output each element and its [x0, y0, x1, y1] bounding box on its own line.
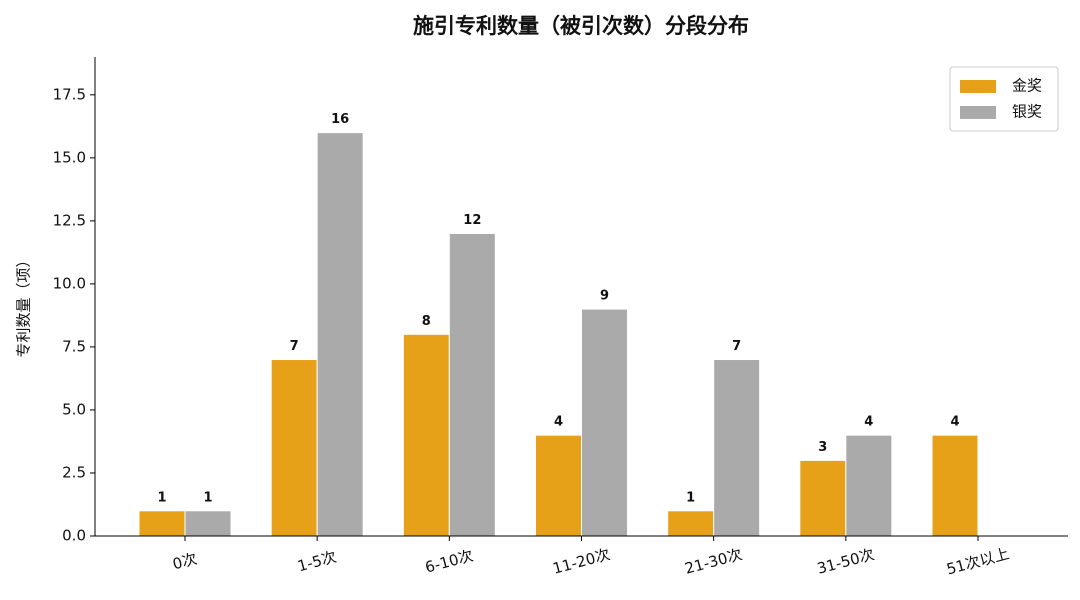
bar [316, 132, 364, 537]
y-axis-label: 专利数量（项） [15, 252, 33, 357]
x-tick-label: 21-30次 [683, 545, 744, 578]
value-label: 4 [950, 415, 959, 430]
y-tick-label: 2.5 [62, 463, 86, 481]
y-tick-label: 7.5 [62, 337, 86, 355]
value-label: 3 [818, 440, 827, 455]
bar [713, 359, 761, 537]
value-label: 1 [157, 490, 166, 505]
y-tick-label: 12.5 [53, 211, 86, 229]
x-tick-label: 31-50次 [815, 545, 876, 578]
y-tick-label: 10.0 [53, 274, 86, 292]
value-label: 1 [686, 490, 695, 505]
legend-swatch [960, 106, 996, 119]
bar [402, 333, 450, 537]
value-label: 8 [422, 314, 431, 329]
bar [845, 434, 893, 537]
value-label: 4 [554, 415, 563, 430]
value-label: 12 [463, 213, 481, 228]
bar [799, 459, 847, 537]
bar [138, 510, 186, 537]
y-tick-label: 0.0 [62, 527, 86, 545]
x-tick-label: 51次以上 [945, 545, 1012, 579]
x-tick-label: 1-5次 [296, 548, 339, 576]
bar [535, 434, 582, 537]
x-tick-label: 11-20次 [551, 545, 612, 578]
x-tick-label: 0次 [171, 550, 199, 574]
y-tick-label: 5.0 [62, 400, 86, 418]
value-label: 4 [864, 415, 873, 430]
y-tick-label: 15.0 [53, 148, 86, 166]
x-tick-label: 6-10次 [423, 546, 475, 576]
bar [448, 232, 496, 537]
legend-label: 金奖 [1012, 77, 1042, 95]
value-label: 1 [203, 490, 212, 505]
y-tick-label: 17.5 [53, 85, 86, 103]
value-label: 16 [331, 112, 349, 127]
bar [184, 510, 232, 537]
bar [667, 510, 715, 537]
legend-label: 银奖 [1012, 103, 1042, 121]
value-label: 9 [600, 289, 609, 304]
bar [581, 308, 628, 537]
chart-title: 施引专利数量（被引次数）分段分布 [413, 14, 749, 38]
value-label: 7 [290, 339, 299, 354]
value-label: 7 [732, 339, 741, 354]
bar [931, 434, 979, 537]
legend-swatch [960, 80, 996, 93]
bar [270, 359, 318, 537]
